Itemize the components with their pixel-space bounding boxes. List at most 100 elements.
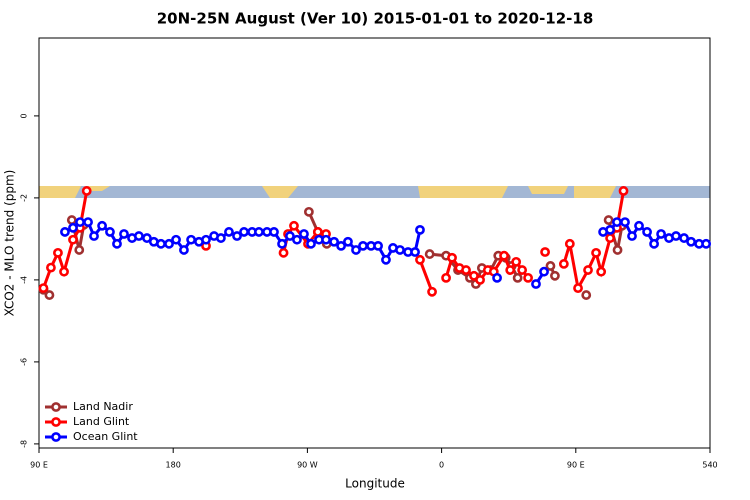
data-point bbox=[164, 238, 174, 249]
data-point bbox=[119, 229, 129, 239]
series bbox=[60, 217, 712, 289]
data-point bbox=[321, 234, 331, 245]
map-strip bbox=[39, 186, 710, 198]
data-point bbox=[596, 266, 607, 277]
data-point bbox=[186, 234, 196, 245]
data-point bbox=[303, 206, 314, 217]
data-point bbox=[285, 231, 295, 241]
data-point bbox=[499, 250, 509, 261]
data-point bbox=[573, 283, 583, 293]
data-point bbox=[329, 236, 339, 247]
data-point bbox=[512, 272, 523, 283]
data-point bbox=[351, 245, 361, 255]
data-point bbox=[269, 227, 279, 237]
data-point bbox=[511, 256, 522, 267]
data-point bbox=[358, 240, 368, 251]
data-point bbox=[634, 220, 644, 231]
y-axis-label: XCO2 - MLO trend (ppm) bbox=[3, 170, 17, 317]
data-point bbox=[373, 240, 383, 251]
data-point bbox=[679, 233, 689, 243]
data-point bbox=[447, 252, 457, 263]
x-tick-label: 90 W bbox=[297, 461, 318, 470]
legend-label: Land Glint bbox=[73, 415, 130, 428]
data-point bbox=[612, 217, 622, 227]
data-point bbox=[142, 233, 152, 243]
data-point bbox=[81, 186, 92, 196]
legend-label: Land Nadir bbox=[73, 400, 133, 413]
data-point bbox=[642, 227, 652, 237]
data-point bbox=[492, 272, 502, 283]
data-point bbox=[415, 224, 425, 235]
x-tick-label: 540 bbox=[702, 461, 717, 470]
data-point bbox=[612, 245, 623, 255]
data-point bbox=[410, 247, 420, 257]
data-point bbox=[627, 231, 637, 241]
data-point bbox=[53, 247, 63, 258]
y-tick-label: -2 bbox=[20, 194, 29, 202]
data-point bbox=[38, 283, 49, 293]
data-point bbox=[179, 245, 189, 255]
y-tick-label: 0 bbox=[20, 113, 29, 118]
legend-marker bbox=[51, 402, 61, 412]
data-point bbox=[564, 238, 575, 249]
data-point bbox=[59, 266, 69, 277]
y-tick-label: -4 bbox=[20, 276, 29, 284]
data-point bbox=[66, 215, 77, 225]
data-point bbox=[68, 234, 78, 245]
data-point bbox=[292, 234, 302, 245]
data-point bbox=[475, 274, 485, 285]
data-point bbox=[74, 245, 85, 255]
x-tick-label: 0 bbox=[439, 461, 444, 470]
data-point bbox=[523, 272, 533, 283]
data-point bbox=[591, 247, 601, 258]
x-tick-label: 90 E bbox=[567, 461, 585, 470]
data-point bbox=[603, 215, 614, 225]
data-point bbox=[558, 259, 569, 269]
data-point bbox=[605, 224, 615, 235]
data-point bbox=[83, 217, 93, 227]
legend: Land Nadir Land Glint Ocean Glint bbox=[45, 400, 138, 443]
data-point bbox=[583, 265, 593, 275]
x-axis-label: Longitude bbox=[345, 477, 405, 491]
data-point bbox=[427, 286, 437, 297]
data-point bbox=[381, 254, 391, 265]
x-tick-label: 180 bbox=[166, 461, 181, 470]
data-point bbox=[424, 249, 435, 259]
data-point bbox=[539, 266, 549, 277]
data-point bbox=[312, 227, 323, 237]
data-point bbox=[156, 238, 166, 249]
data-point bbox=[60, 227, 70, 237]
data-point bbox=[224, 227, 234, 237]
data-point bbox=[254, 227, 264, 237]
data-point bbox=[649, 238, 659, 249]
x-tick-label: 90 E bbox=[30, 461, 48, 470]
data-point bbox=[395, 245, 405, 255]
data-point bbox=[461, 265, 471, 275]
data-point bbox=[277, 238, 287, 249]
data-point bbox=[216, 233, 226, 243]
data-point bbox=[89, 231, 99, 241]
data-point bbox=[68, 222, 78, 233]
data-point bbox=[299, 229, 309, 239]
y-tick-label: -6 bbox=[20, 358, 29, 366]
data-point bbox=[306, 238, 316, 249]
data-point bbox=[618, 186, 629, 196]
data-point bbox=[112, 238, 122, 249]
data-point bbox=[415, 254, 425, 265]
data-point bbox=[134, 231, 144, 241]
data-point bbox=[620, 217, 630, 227]
data-point bbox=[505, 265, 516, 275]
data-point bbox=[232, 231, 242, 241]
data-point bbox=[289, 220, 299, 231]
data-point bbox=[105, 227, 115, 237]
data-point bbox=[171, 234, 181, 245]
data-point bbox=[239, 227, 249, 237]
data-point bbox=[686, 236, 696, 247]
data-point bbox=[671, 231, 681, 241]
data-point bbox=[605, 233, 615, 243]
data-point bbox=[540, 247, 550, 257]
data-point bbox=[517, 265, 528, 275]
data-point bbox=[75, 217, 85, 227]
legend-label: Ocean Glint bbox=[73, 430, 138, 443]
